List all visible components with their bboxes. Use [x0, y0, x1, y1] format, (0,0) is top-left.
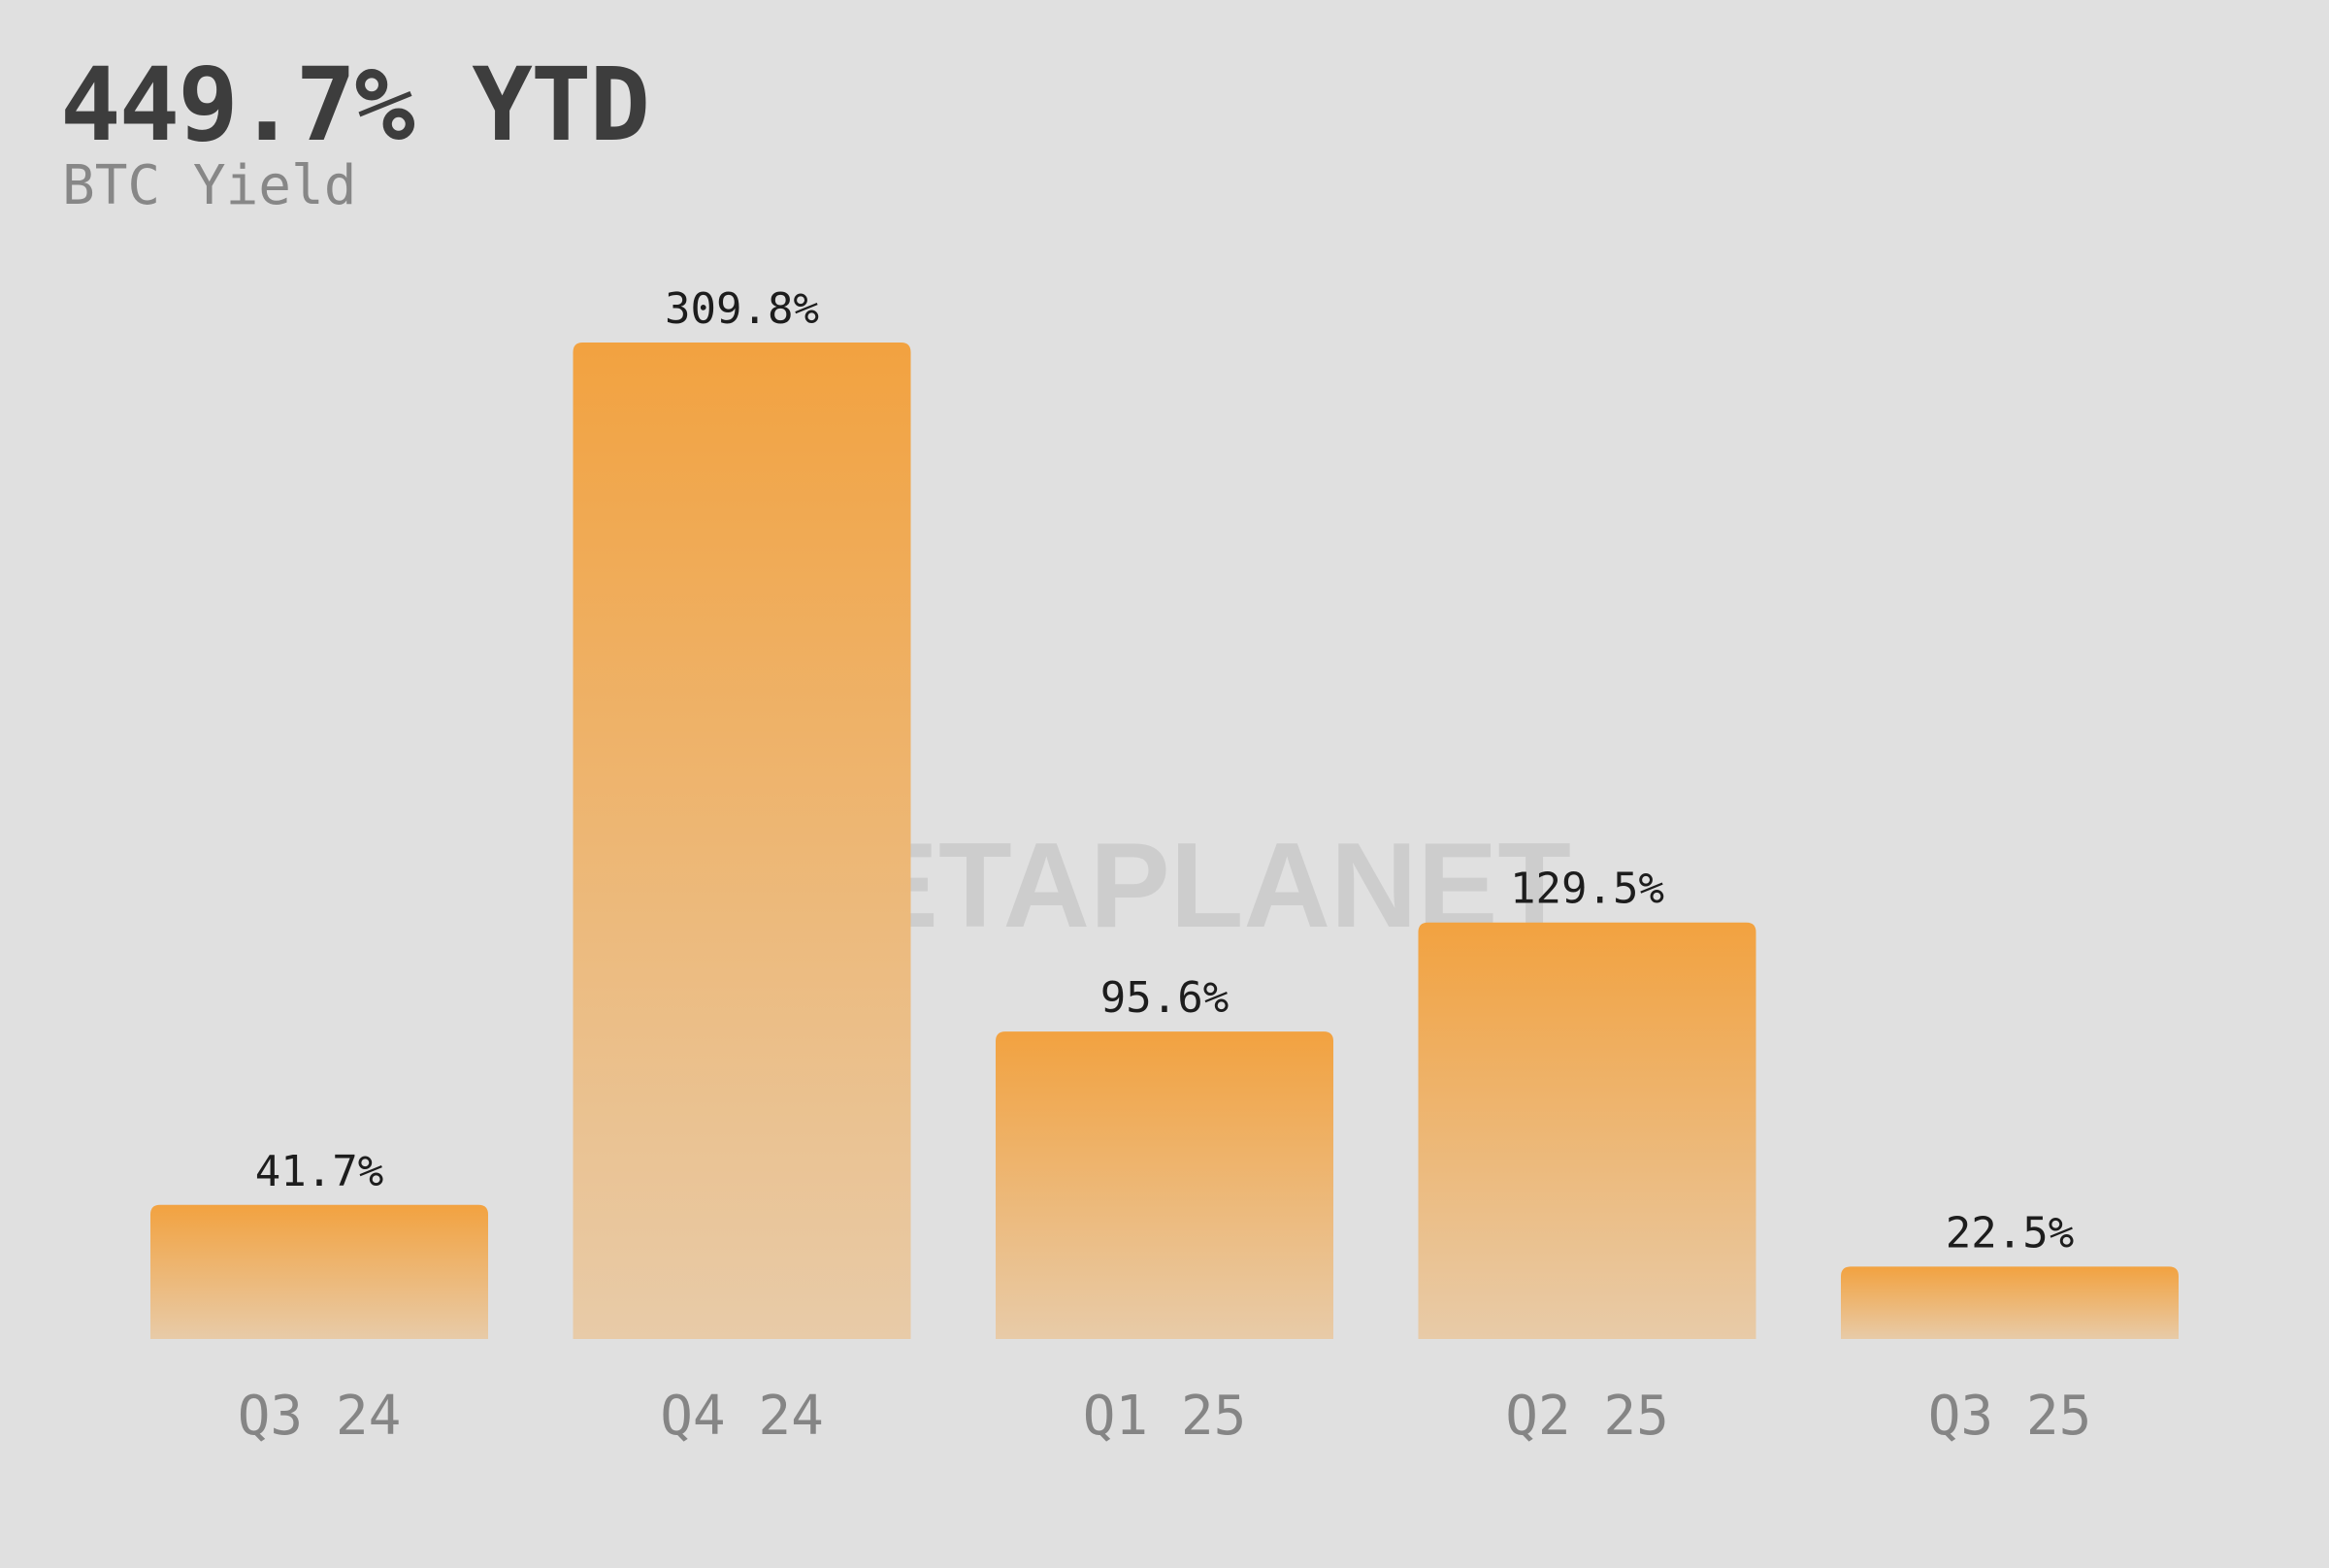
- bar-q1-25: [996, 1031, 1333, 1339]
- x-tick-label: Q3 24: [238, 1385, 402, 1448]
- bar-q4-24: [573, 343, 911, 1339]
- value-label: 309.8%: [665, 284, 819, 334]
- x-tick-label: Q4 24: [660, 1385, 824, 1448]
- value-label: 95.6%: [1100, 973, 1229, 1023]
- x-tick-label: Q2 25: [1505, 1385, 1669, 1448]
- x-tick-label: Q1 25: [1083, 1385, 1247, 1448]
- value-label: 22.5%: [1946, 1208, 2074, 1258]
- chart-subtitle: BTC Yield: [62, 154, 357, 217]
- x-tick-label: Q3 25: [1928, 1385, 2092, 1448]
- bar-q3-25: [1841, 1266, 2179, 1339]
- ytd-yield-headline: 449.7% YTD: [60, 46, 650, 164]
- value-labels-group: 41.7% 309.8% 95.6% 129.5% 22.5%: [255, 284, 2074, 1258]
- x-axis-tick-labels: Q3 24 Q4 24 Q1 25 Q2 25 Q3 25: [238, 1385, 2092, 1448]
- bar-q3-24: [150, 1204, 488, 1339]
- bar-q2-25: [1418, 922, 1756, 1339]
- value-label: 129.5%: [1510, 865, 1664, 914]
- bars-group: [150, 343, 2179, 1339]
- value-label: 41.7%: [255, 1147, 383, 1196]
